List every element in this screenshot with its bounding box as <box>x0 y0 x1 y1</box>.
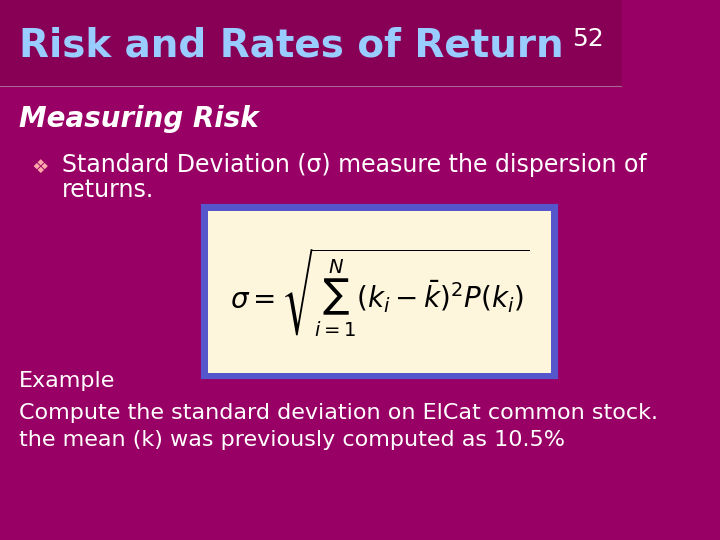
Text: Compute the standard deviation on ElCat common stock.: Compute the standard deviation on ElCat … <box>19 403 657 423</box>
Text: Standard Deviation (σ) measure the dispersion of: Standard Deviation (σ) measure the dispe… <box>62 153 647 177</box>
FancyBboxPatch shape <box>209 211 551 373</box>
Text: ❖: ❖ <box>31 158 49 177</box>
Text: returns.: returns. <box>62 178 155 202</box>
Text: the mean (k) was previously computed as 10.5%: the mean (k) was previously computed as … <box>19 430 564 450</box>
Text: Risk and Rates of Return: Risk and Rates of Return <box>19 27 563 65</box>
Text: Measuring Risk: Measuring Risk <box>19 105 258 133</box>
FancyBboxPatch shape <box>204 206 556 377</box>
Bar <box>0 0 622 86</box>
Text: 52: 52 <box>572 27 603 51</box>
Text: $\sigma = \sqrt{\sum_{i=1}^{N}(k_i - \bar{k})^2 P(k_i)}$: $\sigma = \sqrt{\sum_{i=1}^{N}(k_i - \ba… <box>230 246 529 338</box>
Text: Example: Example <box>19 370 115 391</box>
